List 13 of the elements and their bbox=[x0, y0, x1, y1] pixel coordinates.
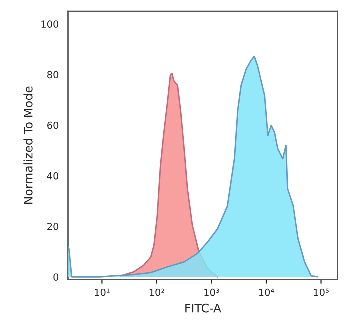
y-tick-label: 80 bbox=[48, 71, 59, 79]
y-tick-label: 20 bbox=[48, 223, 59, 230]
x-tick-label: 10² bbox=[150, 288, 164, 296]
y-tick-label: 100 bbox=[42, 20, 59, 28]
x-tick-label: 10⁵ bbox=[314, 288, 329, 296]
y-tick-label: 0 bbox=[54, 274, 59, 281]
x-tick-label: 10¹ bbox=[95, 288, 110, 296]
y-axis-title: Normalized To Mode bbox=[24, 86, 33, 204]
x-axis-title: FITC-A bbox=[186, 304, 222, 313]
y-tick-label: 60 bbox=[48, 122, 59, 130]
x-tick-label: 10⁴ bbox=[259, 288, 274, 296]
y-tick-label: 40 bbox=[47, 172, 59, 180]
x-tick-label: 10³ bbox=[204, 288, 220, 296]
